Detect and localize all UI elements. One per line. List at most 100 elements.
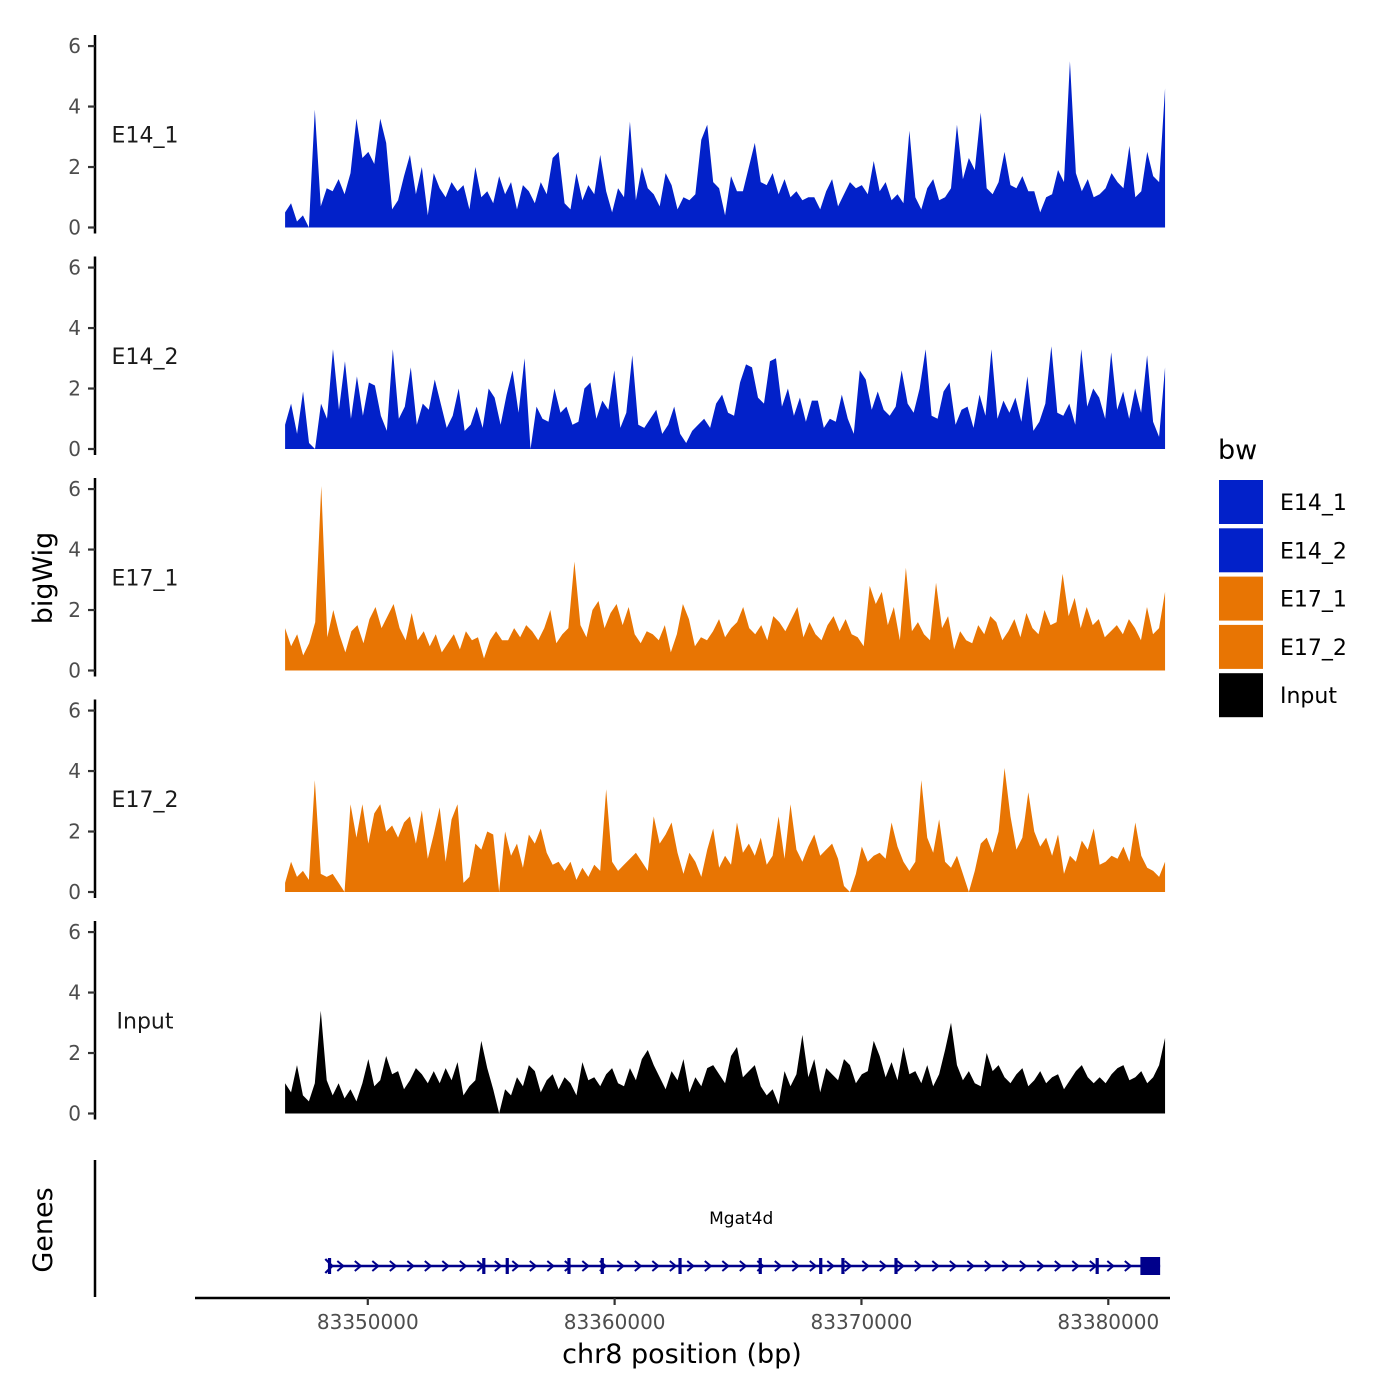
strand-arrow-icon — [441, 1260, 450, 1272]
strand-arrow-icon — [511, 1260, 520, 1272]
strand-arrow-icon — [651, 1260, 660, 1272]
strand-arrow-icon — [669, 1260, 678, 1272]
strand-arrow-icon — [634, 1260, 643, 1272]
legend-label-e17-2: E17_2 — [1280, 636, 1347, 661]
strand-arrow-icon — [949, 1260, 958, 1272]
strand-arrow-icon — [564, 1260, 573, 1272]
legend-swatch-e14-1 — [1219, 480, 1263, 524]
genes-track: Mgat4d — [93, 1160, 1161, 1297]
track-e17-1: 0 2 4 6 E17_1 — [68, 477, 1166, 683]
gene-exon — [819, 1258, 823, 1274]
strand-arrow-icon — [459, 1260, 468, 1272]
legend-swatch-e14-2 — [1219, 528, 1263, 573]
gene-exon — [678, 1258, 682, 1274]
gene-exon — [758, 1258, 762, 1274]
strand-arrow-icon — [844, 1260, 853, 1272]
gene-exon — [841, 1258, 845, 1274]
strand-arrow-icon — [581, 1260, 590, 1272]
strand-arrow-icon — [529, 1260, 538, 1272]
track-label-e17-1: E17_1 — [112, 567, 179, 592]
y-tick-label-e17-1-4: 4 — [68, 538, 81, 562]
y-tick-label-e14-2-6: 6 — [68, 256, 81, 280]
coverage-area-e17-1 — [285, 486, 1166, 671]
legend-label-e14-2: E14_2 — [1280, 539, 1347, 564]
legend-title: bw — [1218, 435, 1257, 466]
strand-arrow-icon — [861, 1260, 870, 1272]
x-tick-label-83360000: 83360000 — [564, 1310, 666, 1334]
strand-arrow-icon — [721, 1260, 730, 1272]
legend-swatch-e17-2 — [1219, 624, 1263, 669]
gene-exon — [327, 1258, 332, 1274]
strand-arrow-icon — [616, 1260, 625, 1272]
y-tick-label-e14-2-0: 0 — [68, 437, 81, 461]
strand-arrow-icon — [774, 1260, 783, 1272]
y-tick-label-e14-2-2: 2 — [68, 377, 81, 401]
strand-arrow-icon — [704, 1260, 713, 1272]
coverage-area-input — [285, 1010, 1166, 1114]
coverage-area-e17-2 — [285, 768, 1166, 892]
x-tick-label-83370000: 83370000 — [811, 1310, 913, 1334]
track-label-e14-1: E14_1 — [112, 124, 179, 149]
coverage-area-e14-2 — [285, 346, 1166, 449]
y-tick-label-input-0: 0 — [68, 1102, 81, 1126]
y-tick-label-input-6: 6 — [68, 920, 81, 944]
gene-exon — [1095, 1258, 1099, 1274]
y-tick-label-e14-1-0: 0 — [68, 216, 81, 240]
y-tick-label-e17-2-0: 0 — [68, 880, 81, 904]
track-label-e14-2: E14_2 — [112, 345, 179, 370]
gene-start-icon — [324, 1258, 334, 1274]
gene-exon — [482, 1258, 486, 1274]
strand-arrow-icon — [546, 1260, 555, 1272]
gene-exon — [894, 1258, 898, 1274]
track-label-e17-2: E17_2 — [112, 788, 179, 813]
strand-arrow-icon — [984, 1260, 993, 1272]
strand-arrow-icon — [1019, 1260, 1028, 1272]
y-tick-label-e17-1-2: 2 — [68, 598, 81, 622]
strand-arrow-icon — [1054, 1260, 1063, 1272]
y-tick-label-input-4: 4 — [68, 981, 81, 1005]
strand-arrow-icon — [686, 1260, 695, 1272]
strand-arrow-icon — [424, 1260, 433, 1272]
gene-end-block — [1140, 1257, 1161, 1275]
legend: bw E14_1 E14_2 E17_1 E17_2 Input — [1218, 435, 1347, 718]
genes-axis-title: Genes — [28, 1187, 59, 1272]
gene-label-mgat4d: Mgat4d — [709, 1209, 773, 1229]
y-tick-label-e17-2-2: 2 — [68, 820, 81, 844]
strand-arrow-icon — [1106, 1260, 1115, 1272]
track-e14-1: 0 2 4 6 E14_1 — [68, 34, 1166, 240]
strand-arrow-icon — [494, 1260, 503, 1272]
legend-swatch-input — [1219, 673, 1263, 718]
y-axis-title: bigWig — [28, 532, 59, 625]
x-axis-title: chr8 position (bp) — [562, 1339, 802, 1370]
strand-arrow-icon — [896, 1260, 905, 1272]
strand-arrow-icon — [1071, 1260, 1080, 1272]
strand-arrow-icon — [739, 1260, 748, 1272]
strand-arrow-icon — [809, 1260, 818, 1272]
track-e17-2: 0 2 4 6 E17_2 — [68, 699, 1166, 904]
gene-exon — [505, 1258, 509, 1274]
strand-arrow-icon — [371, 1260, 380, 1272]
gene-exon — [600, 1258, 604, 1274]
x-tick-label-83380000: 83380000 — [1057, 1310, 1159, 1334]
strand-arrow-icon — [389, 1260, 398, 1272]
y-tick-label-e14-1-6: 6 — [68, 34, 81, 58]
y-tick-label-e17-2-6: 6 — [68, 699, 81, 723]
strand-arrow-icon — [1001, 1260, 1010, 1272]
legend-swatch-e17-1 — [1219, 576, 1263, 621]
strand-arrow-icon — [406, 1260, 415, 1272]
tracks-group: 0 2 4 6 E14_1 0 2 4 6 E14_2 0 2 4 6 E17_1 0 2 4 6 E17_2 0 2 4 6… — [68, 34, 1166, 1126]
strand-arrow-icon — [1124, 1260, 1133, 1272]
track-input: 0 2 4 6 Input — [68, 920, 1166, 1126]
y-tick-label-e14-1-2: 2 — [68, 155, 81, 179]
y-tick-label-e17-2-4: 4 — [68, 759, 81, 783]
track-label-input: Input — [117, 1010, 174, 1035]
strand-arrow-icon — [791, 1260, 800, 1272]
strand-arrow-icon — [966, 1260, 975, 1272]
y-tick-label-e17-1-0: 0 — [68, 659, 81, 683]
legend-label-e14-1: E14_1 — [1280, 491, 1347, 516]
y-tick-label-input-2: 2 — [68, 1041, 81, 1065]
x-tick-label-83350000: 83350000 — [317, 1310, 419, 1334]
y-tick-label-e17-1-6: 6 — [68, 477, 81, 501]
strand-arrow-icon — [354, 1260, 363, 1272]
